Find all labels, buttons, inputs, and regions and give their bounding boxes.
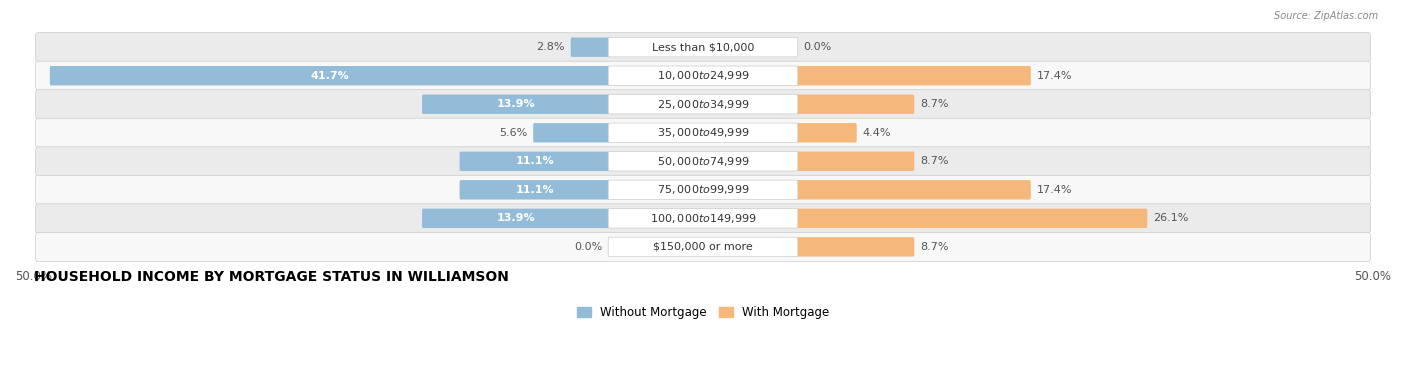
FancyBboxPatch shape bbox=[796, 123, 856, 143]
FancyBboxPatch shape bbox=[609, 152, 797, 171]
FancyBboxPatch shape bbox=[796, 152, 914, 171]
FancyBboxPatch shape bbox=[609, 66, 797, 86]
FancyBboxPatch shape bbox=[571, 37, 610, 57]
Text: Less than $10,000: Less than $10,000 bbox=[652, 42, 754, 52]
FancyBboxPatch shape bbox=[609, 95, 797, 114]
FancyBboxPatch shape bbox=[460, 180, 610, 199]
FancyBboxPatch shape bbox=[796, 208, 1147, 228]
FancyBboxPatch shape bbox=[422, 95, 610, 114]
FancyBboxPatch shape bbox=[609, 37, 797, 57]
Text: 8.7%: 8.7% bbox=[920, 156, 949, 166]
FancyBboxPatch shape bbox=[609, 180, 797, 199]
Text: 0.0%: 0.0% bbox=[574, 242, 603, 252]
Text: $25,000 to $34,999: $25,000 to $34,999 bbox=[657, 98, 749, 111]
FancyBboxPatch shape bbox=[35, 147, 1371, 176]
Text: 4.4%: 4.4% bbox=[862, 128, 891, 138]
FancyBboxPatch shape bbox=[609, 237, 797, 257]
Text: 0.0%: 0.0% bbox=[803, 42, 832, 52]
Text: 13.9%: 13.9% bbox=[496, 99, 536, 109]
Text: 17.4%: 17.4% bbox=[1036, 71, 1071, 81]
Text: 11.1%: 11.1% bbox=[516, 156, 554, 166]
FancyBboxPatch shape bbox=[796, 237, 914, 257]
FancyBboxPatch shape bbox=[35, 61, 1371, 90]
FancyBboxPatch shape bbox=[533, 123, 610, 143]
Text: 8.7%: 8.7% bbox=[920, 242, 949, 252]
Text: 13.9%: 13.9% bbox=[496, 213, 536, 223]
Text: $100,000 to $149,999: $100,000 to $149,999 bbox=[650, 212, 756, 225]
FancyBboxPatch shape bbox=[796, 180, 1031, 199]
FancyBboxPatch shape bbox=[35, 33, 1371, 62]
Text: 41.7%: 41.7% bbox=[311, 71, 350, 81]
FancyBboxPatch shape bbox=[796, 66, 1031, 86]
Text: 5.6%: 5.6% bbox=[499, 128, 527, 138]
Text: Source: ZipAtlas.com: Source: ZipAtlas.com bbox=[1274, 11, 1378, 21]
FancyBboxPatch shape bbox=[609, 123, 797, 143]
Text: $10,000 to $24,999: $10,000 to $24,999 bbox=[657, 69, 749, 82]
FancyBboxPatch shape bbox=[35, 175, 1371, 204]
FancyBboxPatch shape bbox=[49, 66, 610, 86]
FancyBboxPatch shape bbox=[35, 118, 1371, 147]
FancyBboxPatch shape bbox=[609, 208, 797, 228]
Text: $75,000 to $99,999: $75,000 to $99,999 bbox=[657, 183, 749, 196]
Text: 8.7%: 8.7% bbox=[920, 99, 949, 109]
FancyBboxPatch shape bbox=[422, 208, 610, 228]
FancyBboxPatch shape bbox=[796, 95, 914, 114]
Text: HOUSEHOLD INCOME BY MORTGAGE STATUS IN WILLIAMSON: HOUSEHOLD INCOME BY MORTGAGE STATUS IN W… bbox=[34, 270, 509, 284]
FancyBboxPatch shape bbox=[35, 90, 1371, 119]
Text: $35,000 to $49,999: $35,000 to $49,999 bbox=[657, 126, 749, 139]
Text: 17.4%: 17.4% bbox=[1036, 185, 1071, 195]
FancyBboxPatch shape bbox=[460, 152, 610, 171]
FancyBboxPatch shape bbox=[35, 204, 1371, 233]
Text: $150,000 or more: $150,000 or more bbox=[654, 242, 752, 252]
FancyBboxPatch shape bbox=[35, 232, 1371, 261]
Text: 11.1%: 11.1% bbox=[516, 185, 554, 195]
Text: $50,000 to $74,999: $50,000 to $74,999 bbox=[657, 155, 749, 168]
Legend: Without Mortgage, With Mortgage: Without Mortgage, With Mortgage bbox=[572, 301, 834, 323]
Text: 26.1%: 26.1% bbox=[1153, 213, 1188, 223]
Text: 2.8%: 2.8% bbox=[537, 42, 565, 52]
